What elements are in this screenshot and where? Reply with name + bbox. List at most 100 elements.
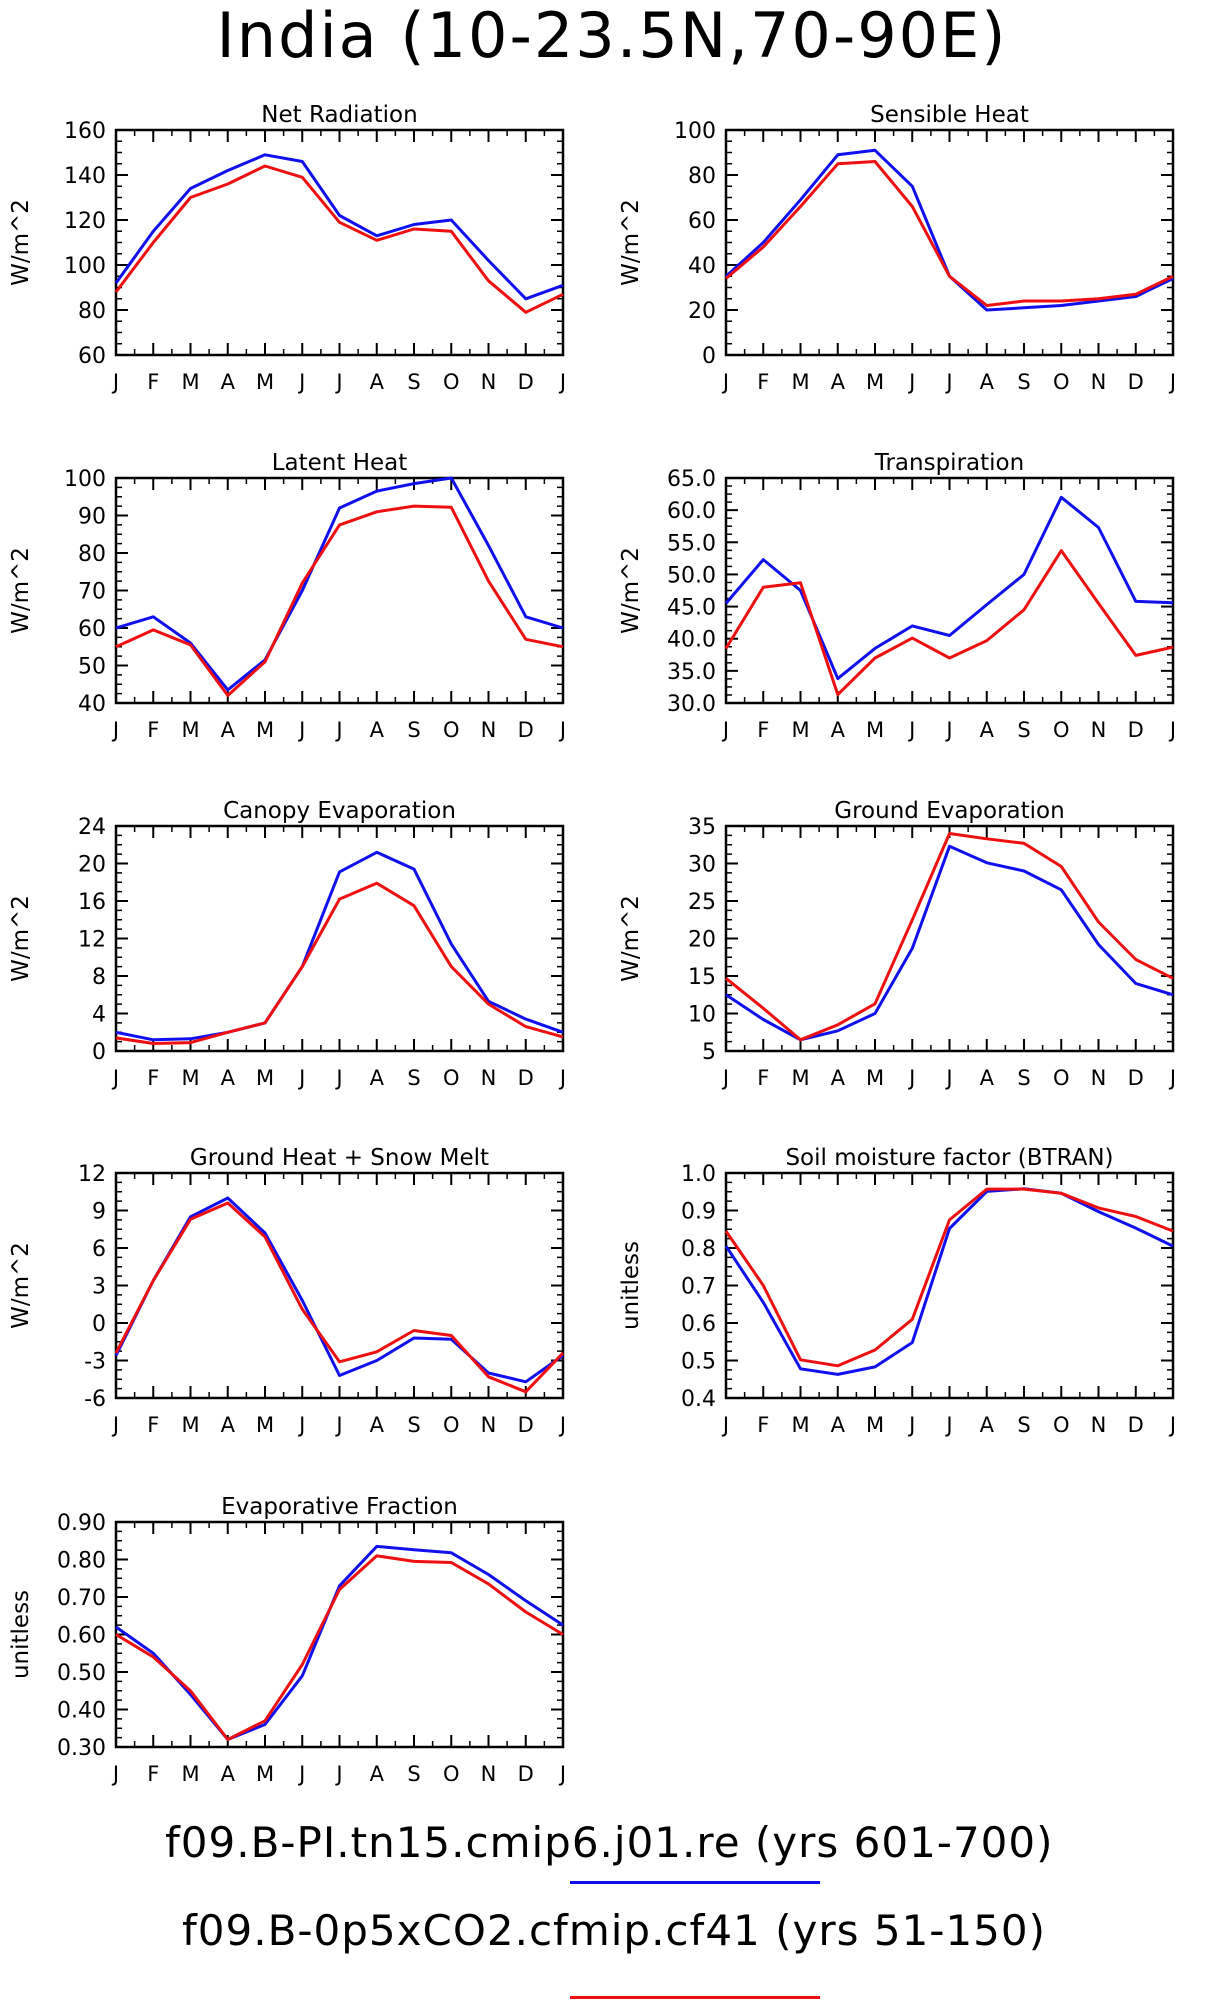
y-tick-label: 0 [92, 1040, 106, 1065]
series-line-blue [724, 1187, 1174, 1376]
x-tick-label: S [407, 1066, 420, 1090]
x-tick-label: A [221, 370, 236, 394]
x-tick-label: J [297, 370, 305, 394]
series-line-red [115, 1554, 564, 1741]
x-tick-label: J [721, 370, 729, 394]
x-tick-label: S [1017, 1413, 1030, 1437]
x-tick-label: M [866, 1066, 884, 1090]
x-tick-label: J [907, 370, 915, 394]
y-tick-label: 55.0 [667, 531, 716, 556]
series-line-blue [724, 495, 1174, 681]
y-tick-label: -6 [84, 1387, 106, 1412]
y-tick-label: 0.8 [681, 1237, 716, 1262]
y-tick-label: 0.90 [57, 1511, 106, 1536]
chart-frame [114, 1171, 565, 1400]
x-tick-label: A [370, 1066, 385, 1090]
y-tick-label: 24 [78, 815, 106, 840]
x-tick-label: S [1017, 370, 1030, 394]
y-tick-label: 0.6 [681, 1312, 716, 1337]
y-tick-label: 120 [64, 209, 106, 234]
x-tick-label: J [297, 1066, 305, 1090]
x-tick-label: O [1053, 1413, 1070, 1437]
chart-title: Evaporative Fraction [221, 1494, 458, 1520]
y-tick-label: 0.7 [681, 1275, 716, 1300]
chart-frame [114, 1520, 565, 1749]
x-tick-label: F [147, 718, 159, 742]
x-tick-label: J [907, 1413, 915, 1437]
y-axis-label: W/m^2 [8, 895, 34, 982]
x-tick-label: J [111, 1066, 119, 1090]
y-tick-label: 80 [688, 164, 716, 189]
y-tick-label: 80 [78, 542, 106, 567]
y-tick-label: 1.0 [681, 1162, 716, 1187]
y-tick-label: 3 [92, 1275, 106, 1300]
y-tick-label: 16 [78, 890, 106, 915]
x-tick-label: S [407, 1413, 420, 1437]
x-tick-label: J [111, 718, 119, 742]
x-tick-label: N [481, 1413, 497, 1437]
y-tick-label: 0 [92, 1312, 106, 1337]
x-tick-label: A [221, 1762, 236, 1786]
chart-title: Latent Heat [272, 450, 408, 476]
series-line-blue [724, 148, 1174, 312]
x-tick-label: D [518, 1762, 534, 1786]
x-tick-label: D [1128, 718, 1144, 742]
y-tick-label: 5 [702, 1040, 716, 1065]
x-tick-label: N [1091, 1413, 1107, 1437]
x-tick-label: J [334, 718, 342, 742]
x-tick-label: M [181, 370, 199, 394]
x-tick-label: A [980, 718, 995, 742]
chart-title: Soil moisture factor (BTRAN) [785, 1145, 1113, 1171]
legend-swatch-2 [570, 1996, 820, 1999]
x-tick-label: M [181, 1413, 199, 1437]
x-tick-label: D [518, 718, 534, 742]
series-line-blue [114, 1196, 564, 1384]
x-tick-label: O [1053, 1066, 1070, 1090]
x-tick-label: S [1017, 1066, 1030, 1090]
series-line-red [115, 504, 564, 697]
x-tick-label: D [518, 1413, 534, 1437]
chart-title: Sensible Heat [870, 102, 1029, 128]
y-tick-label: 50 [78, 655, 106, 680]
y-tick-label: 45.0 [667, 596, 716, 621]
series-line-red [725, 160, 1174, 307]
y-tick-label: 12 [78, 1162, 106, 1187]
y-tick-label: 12 [78, 928, 106, 953]
x-tick-label: M [791, 1066, 809, 1090]
x-tick-label: M [181, 1066, 199, 1090]
x-tick-label: J [944, 1413, 952, 1437]
x-tick-label: J [944, 718, 952, 742]
x-tick-label: J [111, 1413, 119, 1437]
x-tick-label: M [791, 718, 809, 742]
series-line-red [115, 881, 564, 1045]
x-tick-label: J [334, 1066, 342, 1090]
x-tick-label: J [721, 1066, 729, 1090]
chart-frame [114, 128, 565, 357]
x-tick-label: F [147, 1066, 159, 1090]
chart-frame [114, 824, 565, 1053]
y-tick-label: 30.0 [667, 692, 716, 717]
y-tick-label: 0.50 [57, 1661, 106, 1686]
chart-frame [724, 128, 1175, 357]
x-tick-label: A [831, 370, 846, 394]
x-tick-label: A [831, 1066, 846, 1090]
x-tick-label: M [181, 1762, 199, 1786]
x-tick-label: J [1168, 1413, 1176, 1437]
x-tick-label: O [443, 1066, 460, 1090]
x-tick-label: S [1017, 718, 1030, 742]
x-tick-label: J [558, 370, 566, 394]
y-tick-label: 20 [688, 299, 716, 324]
x-tick-label: N [1091, 370, 1107, 394]
y-axis-label: W/m^2 [8, 1242, 34, 1329]
x-tick-label: S [407, 370, 420, 394]
chart-title: Transpiration [874, 450, 1024, 476]
legend-label-2: f09.B-0p5xCO2.cfmip.cf41 (yrs 51-150) [182, 1906, 1046, 1955]
chart-frame [724, 476, 1175, 705]
x-tick-label: O [443, 370, 460, 394]
y-axis-label: W/m^2 [618, 895, 644, 982]
series-line-red [724, 1187, 1174, 1368]
y-tick-label: 80 [78, 299, 106, 324]
series-line-blue [115, 1544, 564, 1741]
series-line-red [725, 832, 1174, 1042]
y-tick-label: 40 [688, 254, 716, 279]
